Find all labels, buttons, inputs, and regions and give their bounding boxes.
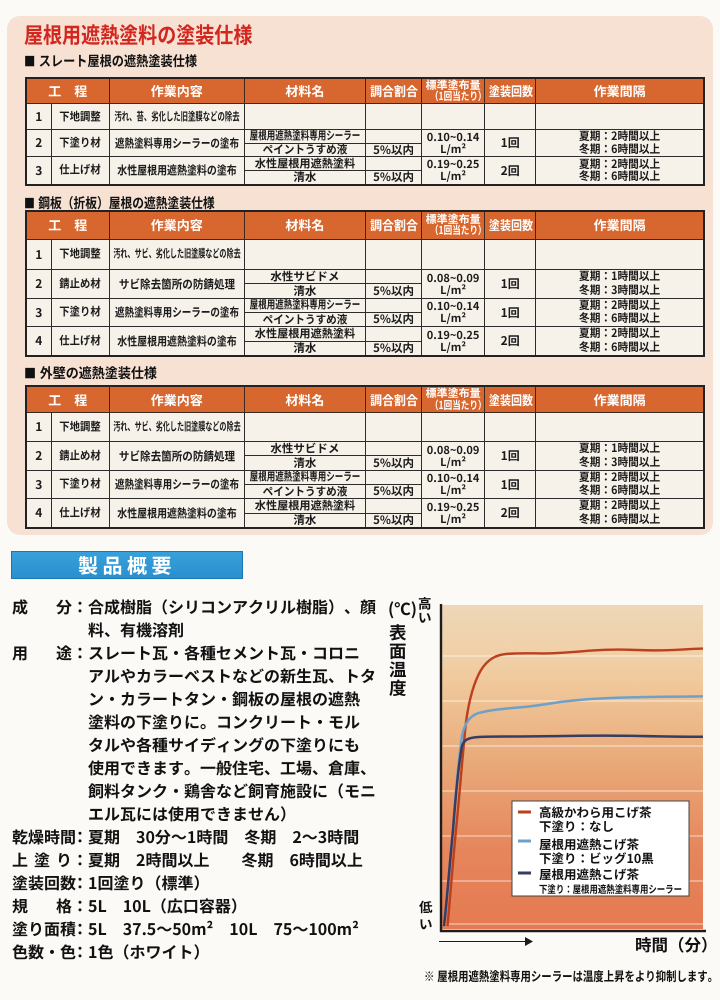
- svg-text:面: 面: [389, 639, 407, 664]
- svg-text:下塗り：なし: 下塗り：なし: [539, 816, 614, 835]
- svg-text:い: い: [418, 607, 432, 627]
- svg-text:屋根用遮熱こげ茶: 屋根用遮熱こげ茶: [539, 864, 640, 883]
- svg-text:時間（分）: 時間（分）: [635, 932, 718, 956]
- svg-text:下塗り：屋根用遮熱塗料専用シーラー: 下塗り：屋根用遮熱塗料専用シーラー: [539, 882, 682, 897]
- svg-text:屋根用遮熱こげ茶: 屋根用遮熱こげ茶: [539, 834, 640, 853]
- svg-text:い: い: [419, 913, 433, 933]
- svg-text:下塗り：ビッグ10黒: 下塗り：ビッグ10黒: [539, 848, 654, 867]
- svg-text:度: 度: [389, 676, 407, 701]
- svg-text:低: 低: [419, 896, 433, 916]
- svg-text:高: 高: [418, 593, 432, 613]
- svg-text:温: 温: [389, 657, 407, 682]
- svg-text:表: 表: [389, 620, 407, 645]
- svg-text:(℃): (℃): [388, 596, 417, 620]
- svg-text:高級かわら用こげ茶: 高級かわら用こげ茶: [539, 802, 652, 821]
